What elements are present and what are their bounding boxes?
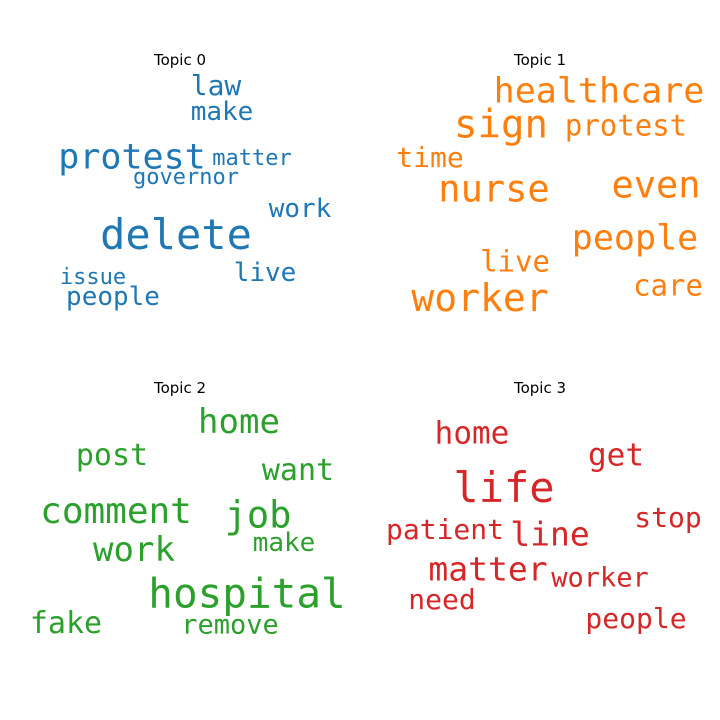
topic-panel-0: Topic 0 delete protest law make matter g… (0, 0, 360, 360)
cloud-word: make (252, 528, 316, 558)
cloud-word: stop (634, 501, 702, 534)
cloud-word: matter (212, 146, 292, 171)
topic-panel-2: Topic 2 home post want comment job make … (0, 328, 360, 688)
topic-panel-3: Topic 3 home get life stop patient line … (360, 328, 720, 688)
cloud-word: work (93, 530, 175, 570)
cloud-word: protest (564, 108, 688, 143)
cloud-word: hospital (148, 569, 346, 618)
cloud-word: matter (428, 549, 548, 589)
cloud-word: get (588, 437, 644, 474)
panel-title: Topic 3 (513, 379, 567, 397)
cloud-word: delete (100, 210, 252, 259)
cloud-word: life (453, 463, 555, 512)
cloud-word: people (571, 218, 699, 259)
cloud-word: people (585, 602, 687, 635)
cloud-word: need (408, 583, 476, 616)
cloud-word: comment (40, 491, 192, 532)
cloud-word: worker (551, 562, 649, 594)
cloud-word: live (480, 244, 550, 279)
cloud-word: home (434, 415, 510, 452)
cloud-word: healthcare (493, 71, 705, 112)
cloud-word: want (261, 453, 335, 488)
cloud-word: protest (58, 137, 206, 178)
cloud-word: home (198, 402, 280, 442)
cloud-word: live (233, 258, 297, 288)
cloud-word: people (66, 282, 160, 312)
cloud-word: fake (29, 606, 103, 641)
cloud-word: patient (385, 513, 505, 546)
panel-title: Topic 2 (153, 379, 207, 397)
cloud-word: nurse (438, 167, 550, 211)
cloud-word: time (396, 141, 464, 174)
cloud-word: line (510, 514, 590, 554)
cloud-word: care (633, 268, 703, 303)
cloud-word: make (190, 97, 254, 127)
cloud-word: job (224, 493, 292, 537)
cloud-word: issue (59, 265, 127, 290)
topic-panel-1: Topic 1 healthcare sign protest time nur… (360, 0, 720, 360)
panel-title: Topic 0 (153, 51, 207, 69)
cloud-word: even (611, 163, 701, 207)
cloud-word: post (75, 438, 149, 473)
cloud-word: work (268, 194, 332, 224)
cloud-word: worker (411, 276, 549, 320)
cloud-word: governor (133, 165, 239, 190)
cloud-word: law (190, 69, 242, 102)
panel-title: Topic 1 (513, 51, 567, 69)
cloud-word: remove (181, 609, 279, 641)
cloud-word: sign (454, 102, 548, 148)
